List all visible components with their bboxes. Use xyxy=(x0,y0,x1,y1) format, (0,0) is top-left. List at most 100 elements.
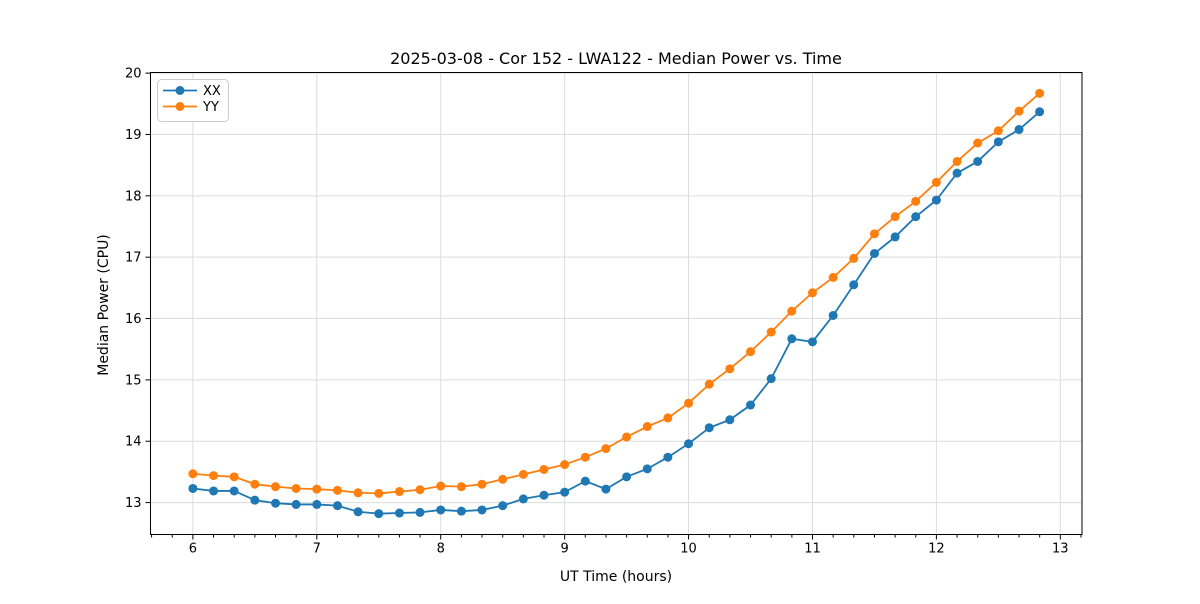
data-point-marker-xx xyxy=(993,137,1003,147)
data-point-marker-yy xyxy=(746,347,756,357)
data-point-marker-xx xyxy=(807,337,817,347)
y-tick-label: 14 xyxy=(125,435,142,450)
series-line-yy xyxy=(192,92,1041,495)
data-point-marker-xx xyxy=(704,423,714,433)
legend-marker-xx-icon xyxy=(175,86,185,95)
data-point-marker-xx xyxy=(746,400,756,410)
x-tick-label: 7 xyxy=(313,542,321,557)
data-point-marker-yy xyxy=(973,138,983,148)
data-point-marker-xx xyxy=(869,248,879,258)
data-point-marker-yy xyxy=(374,488,384,498)
data-point-marker-xx xyxy=(229,486,239,496)
data-point-marker-yy xyxy=(1035,88,1045,98)
data-point-marker-yy xyxy=(229,472,239,482)
data-point-marker-xx xyxy=(498,501,508,511)
data-point-marker-yy xyxy=(436,481,446,491)
data-point-marker-xx xyxy=(353,507,363,517)
data-point-marker-yy xyxy=(560,460,570,470)
data-point-marker-xx xyxy=(849,280,859,290)
data-point-marker-yy xyxy=(539,464,549,474)
data-point-marker-yy xyxy=(353,488,363,498)
data-point-marker-yy xyxy=(601,444,611,454)
data-point-marker-yy xyxy=(271,482,281,492)
data-point-marker-xx xyxy=(271,498,281,508)
data-point-marker-xx xyxy=(209,486,219,496)
legend-label-xx: XX xyxy=(203,84,221,99)
legend-marker-yy-icon xyxy=(175,102,185,111)
legend-item-xx: XX xyxy=(163,84,221,99)
data-point-marker-xx xyxy=(622,472,632,482)
data-point-marker-xx xyxy=(436,505,446,515)
data-point-marker-yy xyxy=(931,177,941,187)
data-point-marker-yy xyxy=(332,485,342,495)
data-point-marker-yy xyxy=(580,452,590,462)
data-point-marker-yy xyxy=(993,126,1003,136)
data-point-marker-yy xyxy=(890,212,900,222)
data-point-marker-xx xyxy=(828,310,838,320)
data-point-marker-yy xyxy=(456,482,466,492)
data-point-marker-xx xyxy=(766,374,776,384)
legend: XX YY xyxy=(157,79,229,122)
data-point-marker-xx xyxy=(374,509,384,519)
axis-layer: 6 7 8 9 10 11 12 13 13 14 15 16 17 18 19 20 xyxy=(125,67,1082,557)
data-point-marker-yy xyxy=(787,306,797,316)
data-point-marker-yy xyxy=(725,364,735,374)
data-point-marker-yy xyxy=(209,471,219,481)
x-tick-label: 9 xyxy=(560,542,568,557)
x-tick-label: 10 xyxy=(680,542,697,557)
data-point-marker-xx xyxy=(477,505,487,515)
x-tick-label: 8 xyxy=(437,542,445,557)
y-tick-label: 13 xyxy=(125,496,142,511)
data-point-marker-yy xyxy=(394,487,404,497)
data-point-marker-yy xyxy=(291,483,301,493)
data-point-marker-xx xyxy=(890,232,900,242)
data-point-marker-xx xyxy=(911,212,921,222)
data-point-marker-xx xyxy=(291,499,301,509)
data-point-marker-yy xyxy=(807,288,817,298)
data-point-marker-yy xyxy=(869,229,879,239)
data-point-marker-yy xyxy=(477,479,487,489)
legend-item-yy: YY xyxy=(163,100,219,115)
y-axis-label: Median Power (CPU) xyxy=(96,234,112,376)
data-point-marker-yy xyxy=(498,474,508,484)
y-tick-label: 18 xyxy=(125,189,142,204)
data-point-marker-yy xyxy=(415,485,425,495)
data-point-marker-yy xyxy=(622,432,632,442)
data-point-marker-xx xyxy=(642,464,652,474)
data-point-marker-xx xyxy=(1035,107,1045,117)
data-point-marker-xx xyxy=(663,452,673,462)
y-tick-label: 17 xyxy=(125,251,142,266)
x-axis-label: UT Time (hours) xyxy=(560,569,672,585)
data-point-marker-xx xyxy=(684,439,694,449)
data-point-marker-xx xyxy=(973,156,983,166)
data-point-marker-yy xyxy=(684,398,694,408)
data-point-marker-xx xyxy=(332,501,342,511)
y-tick-label: 15 xyxy=(125,373,142,388)
data-point-marker-xx xyxy=(952,168,962,178)
data-point-marker-yy xyxy=(911,196,921,206)
data-point-marker-xx xyxy=(250,495,260,505)
data-point-marker-xx xyxy=(787,334,797,344)
grid-layer xyxy=(150,72,1082,535)
data-point-marker-xx xyxy=(1014,125,1024,135)
data-point-marker-yy xyxy=(766,327,776,337)
data-point-marker-xx xyxy=(415,507,425,517)
data-point-marker-yy xyxy=(704,379,714,389)
data-point-marker-xx xyxy=(931,195,941,205)
data-point-marker-xx xyxy=(725,415,735,425)
y-tick-label: 19 xyxy=(125,128,142,143)
data-point-marker-yy xyxy=(663,413,673,423)
data-point-marker-yy xyxy=(312,484,322,494)
plot-border xyxy=(150,72,1083,535)
data-point-marker-yy xyxy=(828,272,838,282)
data-point-marker-yy xyxy=(250,479,260,489)
data-point-marker-xx xyxy=(394,508,404,518)
x-tick-label: 11 xyxy=(804,542,821,557)
chart-title: 2025-03-08 - Cor 152 - LWA122 - Median P… xyxy=(390,49,842,68)
y-tick-label: 16 xyxy=(125,312,142,327)
data-point-marker-yy xyxy=(188,469,198,479)
y-tick-label: 20 xyxy=(125,67,142,82)
data-point-marker-xx xyxy=(580,476,590,486)
data-point-marker-yy xyxy=(518,469,528,479)
